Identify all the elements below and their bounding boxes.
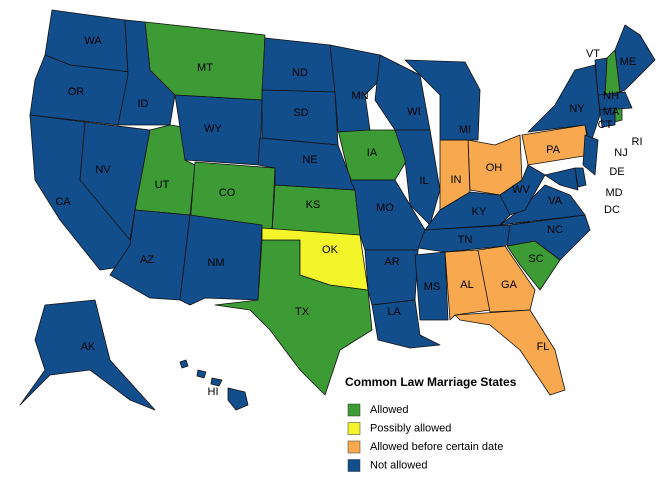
state-shape [196,369,207,379]
state-label: NM [207,257,224,269]
state-shape [597,91,633,111]
legend-label: Allowed [370,404,409,416]
state-label: NH [603,90,619,102]
state-label: NE [302,154,317,166]
state-label: SC [528,253,543,265]
state-label: VA [548,195,563,207]
legend-swatch [347,422,361,435]
state-label: CO [219,187,236,199]
legend-swatch [347,440,361,454]
state-label: VT [586,48,600,60]
state-label: RI [632,136,643,148]
state-label: IL [419,175,428,187]
state-label: ID [138,98,149,110]
state-label: AR [384,256,399,268]
state-label: LA [387,306,401,318]
state-label: TX [295,306,310,318]
state-shape [404,59,481,141]
state-shape [261,227,369,291]
state-label: UT [155,179,170,191]
state-shape [227,387,249,411]
state-shape [257,137,356,191]
state-label: MA [603,106,620,118]
state-label: AK [81,341,96,353]
state-label: OK [322,244,339,256]
state-shape [544,167,579,191]
state-shape [19,299,156,411]
state-label: MI [459,124,471,136]
state-label: FL [537,341,550,353]
state-shape [582,134,599,176]
state-shape [444,249,491,321]
legend-label: Possibly allowed [370,422,451,434]
state-label: MT [197,62,213,74]
state-label: MS [424,281,441,293]
state-label: AL [460,279,473,291]
state-label: MD [605,187,622,199]
legend-label: Not allowed [370,459,427,471]
state-label: IA [367,147,378,159]
state-label: NJ [614,147,627,159]
state-label: NY [569,103,585,115]
state-labels: MT UT CO KS IA TX SC NH RI DC OK PA OH IN AL GA FL WA OR CA… [55,35,642,398]
legend-label: Allowed before certain date [370,441,503,453]
state-label: NC [547,224,563,236]
state-label: CA [55,196,71,208]
state-shape [371,299,441,349]
state-label: DE [609,166,624,178]
state-label: GA [501,279,518,291]
legend-swatch [347,459,361,472]
state-label: ND [292,67,308,79]
state-shape [179,359,189,369]
state-shape [210,377,223,387]
state-shape [179,214,263,306]
legend: Common Law Marriage States Allowed Possib… [345,375,517,472]
state-shape [414,251,449,321]
state-label: PA [546,144,561,156]
state-label: MN [351,90,368,102]
state-shape [117,19,176,126]
state-label: WA [84,35,102,47]
state-label: WI [407,106,420,118]
state-label: NV [95,164,111,176]
state-shape [599,107,616,128]
state-label: TN [458,234,473,246]
state-label: WY [204,123,222,135]
state-label: IN [451,174,462,186]
state-label: MO [376,202,394,214]
state-label: HI [208,386,219,398]
state-label: KY [472,206,487,218]
state-label: DC [604,204,620,216]
state-label: CT [598,119,613,131]
state-label: SD [293,107,308,119]
state-shape [614,24,656,93]
state-shape [261,37,336,93]
legend-swatch [347,403,361,417]
states [19,9,656,411]
state-label: WV [512,184,530,196]
state-label: KS [306,199,321,211]
state-label: OH [486,162,503,174]
state-label: OR [68,86,85,98]
state-shape [454,309,566,396]
state-label: AZ [140,254,154,266]
legend-title: Common Law Marriage States [345,375,517,389]
state-label: ME [620,56,637,68]
